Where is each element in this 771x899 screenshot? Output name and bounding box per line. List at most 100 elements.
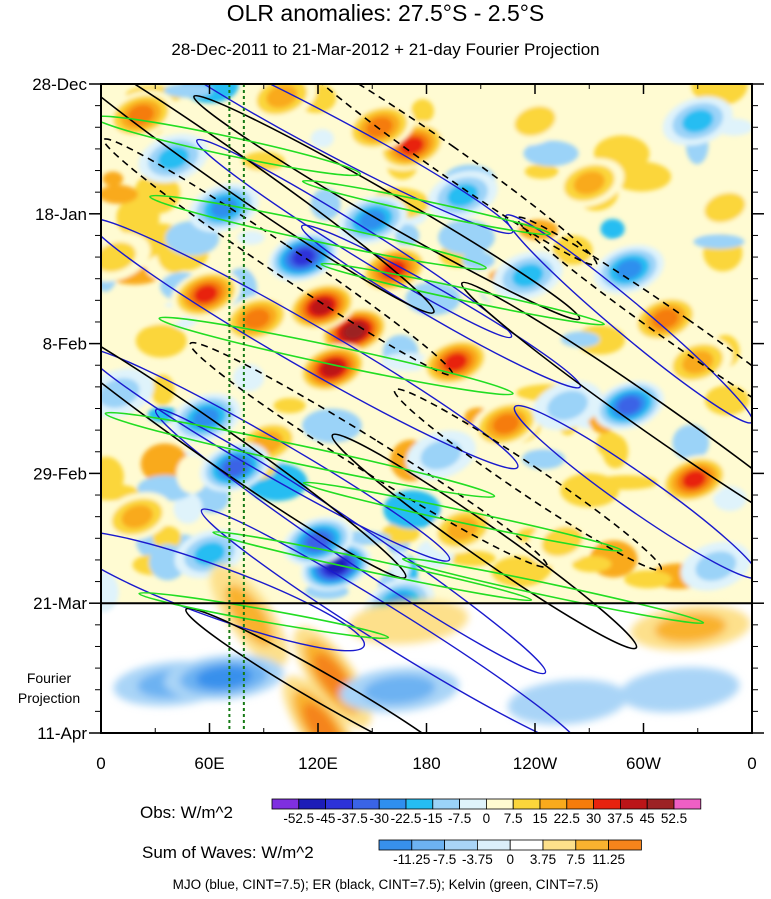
obs-texture-cell [411,99,435,124]
obs-texture-cell [139,305,183,327]
wave-anomaly-mark [225,584,273,647]
contour-legend-footnote: MJO (blue, CINT=7.5); ER (black, CINT=7.… [172,877,599,892]
colorbar-tick-label: -37.5 [337,811,368,826]
obs-anomaly-mark [400,136,424,155]
obs-texture-cell [523,140,579,167]
obs-anomaly-mark [243,308,270,329]
kelvin-contour [302,481,623,552]
obs-texture-cell [102,171,124,187]
colorbar-swatch [509,839,544,851]
obs-anomaly-mark [682,109,714,133]
x-tick-label: 120W [513,754,557,773]
obs-anomaly-mark [194,285,218,304]
y-tick-label: 21-Mar [33,594,87,613]
obs-anomaly-mark [547,390,588,421]
axis-ticks [89,83,764,734]
obs-texture-cell [583,105,604,132]
y-tick-label: 28-Dec [32,75,87,94]
obs-texture-cell [163,84,213,98]
mjo-contour [101,217,519,470]
colorbar-tick-label: 11.25 [592,852,625,867]
er-contour [516,216,752,447]
er-contour [101,306,407,579]
obs-texture-cell [173,492,203,524]
wave-anomaly-mark [507,679,628,725]
obs-texture-cell [522,448,566,470]
kelvin-contour [101,115,362,177]
colorbar-tick-label: -45 [316,811,336,826]
x-tick-label: 60W [626,754,661,773]
kelvin-contour [138,591,390,640]
y-tick-label: 29-Feb [33,464,87,483]
obs-texture-cell [237,230,265,245]
wave-anomaly-mark [303,702,341,733]
obs-anomaly-mark [420,440,462,470]
obs-texture-cell [491,556,549,588]
obs-texture-cell [668,250,691,275]
obs-texture-cell [553,235,593,265]
obs-anomaly-mark [359,210,386,230]
obs-texture-cell [101,328,125,346]
obs-colorbar-label: Obs: W/m^2 [140,803,233,822]
obs-anomaly-mark [366,117,393,138]
kelvin-contour [320,262,605,326]
mjo-contour [200,508,580,733]
obs-texture-cell [708,168,752,184]
colorbar-swatch [271,798,300,810]
mjo-contour [504,214,752,424]
obs-texture-cell [448,550,496,567]
colorbar-tick-label: 0 [506,852,514,867]
colorbar-swatch [325,798,353,810]
x-tick-label: 180 [412,754,440,773]
mjo-contour [101,530,366,652]
er-contour [331,433,638,650]
mjo-contour [140,84,514,235]
mjo-contour [513,404,752,580]
obs-texture-cell [594,475,658,490]
colorbar-swatch [378,798,407,810]
wave-contours [101,84,752,733]
y-tick-label: 11-Apr [37,724,87,743]
obs-texture-cell [150,374,175,406]
er-contour [460,281,752,554]
y-tick-label: 8-Feb [43,335,87,354]
colorbar-tick-label: -3.75 [462,852,493,867]
obs-texture-cell [176,455,208,494]
wave-anomaly-mark [363,675,436,705]
colorbar-swatch [459,798,487,810]
colorbar-tick-label: -30 [369,811,389,826]
plot-area [101,84,752,733]
obs-texture-cell [301,408,362,443]
obs-texture-cell [135,324,187,358]
colorbar-swatch [593,798,621,810]
mjo-contour [101,347,451,562]
colorbar-tick-label: 45 [640,811,655,826]
chart-title: OLR anomalies: 27.5°S - 2.5°S [226,0,545,26]
obs-texture-cell [101,571,119,613]
obs-anomaly-mark [492,414,520,434]
colorbar-swatch [566,798,594,810]
colorbar-tick-label: 7.5 [566,852,585,867]
obs-texture-cell [310,129,334,148]
obs-anomaly-mark [326,558,347,574]
obs-texture-cell [232,364,265,392]
obs-anomaly-mark [512,264,544,288]
kelvin-contour [301,179,552,236]
colorbar-swatch [620,798,648,810]
er-contour [291,84,598,266]
kelvin-contour [212,530,533,602]
colorbar-swatch [405,798,434,810]
projection-field [113,564,751,733]
obs-anomaly-mark [617,396,641,415]
obs-colorbar: -52.5 -45 -37.5 -30 -22.5 -15 -7.5 0 7.5 15 22.5 30… [271,798,702,826]
obs-anomaly-mark [121,505,153,529]
obs-texture-cell [693,234,745,249]
obs-texture-cell [713,486,747,512]
colorbar-tick-label: -11.25 [393,852,430,867]
sum-of-waves-colorbar-label: Sum of Waves: W/m^2 [142,843,314,862]
obs-texture-cell [116,197,160,238]
obs-texture-cell [462,251,495,270]
colorbar-swatch [575,839,609,851]
obs-texture-cell [101,184,138,204]
